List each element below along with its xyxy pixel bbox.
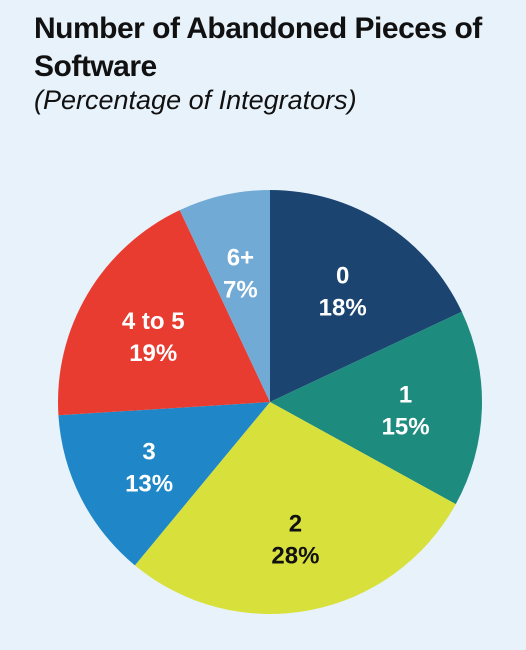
slice-value-label: 15% xyxy=(382,413,430,440)
slice-value-label: 28% xyxy=(271,542,319,569)
slice-value-label: 13% xyxy=(125,471,173,498)
pie-slice-3 xyxy=(58,402,270,566)
slice-category-label: 1 xyxy=(399,381,412,408)
pie-slice-1 xyxy=(270,311,482,505)
pie-slice-2 xyxy=(134,402,456,614)
slice-category-label: 4 to 5 xyxy=(122,308,185,335)
pie-slice-4 xyxy=(57,210,270,416)
slice-category-label: 2 xyxy=(289,510,302,537)
pie-slice-0 xyxy=(270,190,462,402)
slice-value-label: 7% xyxy=(223,277,258,304)
slice-category-label: 6+ xyxy=(227,245,254,272)
slice-category-label: 3 xyxy=(142,439,155,466)
chart-title: Number of Abandoned Pieces of Software xyxy=(34,12,482,83)
slice-category-label: 0 xyxy=(336,262,349,289)
pie-slice-5 xyxy=(179,190,270,402)
slice-value-label: 19% xyxy=(129,340,177,367)
slice-value-label: 18% xyxy=(319,294,367,321)
chart-subtitle: (Percentage of Integrators) xyxy=(34,85,357,115)
